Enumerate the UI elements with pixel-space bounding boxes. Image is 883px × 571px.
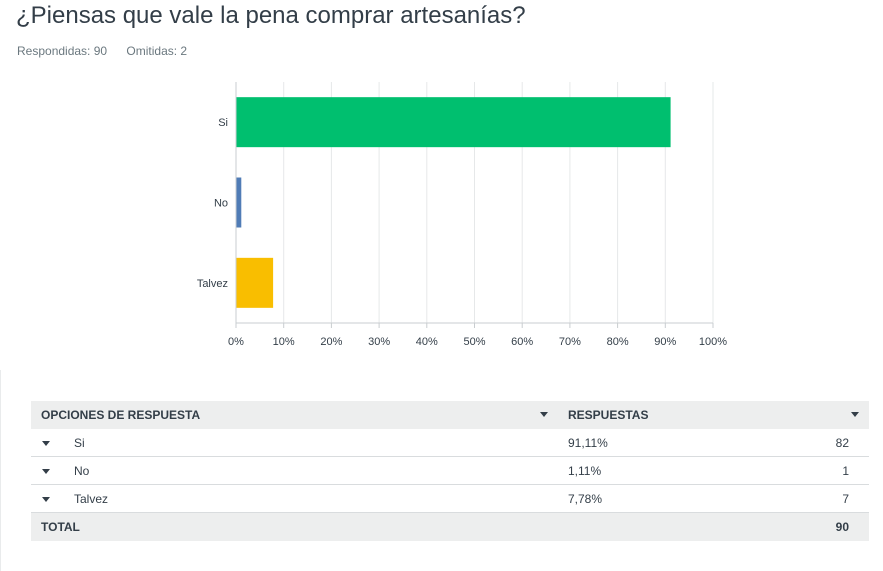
answered-count: Respondidas: 90	[17, 44, 108, 58]
chart-axis	[235, 82, 714, 328]
x-tick-label: 40%	[416, 336, 438, 348]
answer-percent: 7,78%	[558, 484, 745, 513]
answer-option: Talvez	[31, 484, 558, 513]
answer-percent: 1,11%	[558, 456, 745, 485]
response-stats: Respondidas: 90 Omitidas: 2	[17, 44, 203, 58]
chart-bars	[236, 97, 671, 308]
x-tick-label: 70%	[559, 336, 581, 348]
answer-count: 1	[744, 456, 869, 485]
answers-table: OPCIONES DE RESPUESTA RESPUESTAS Si 91,1…	[31, 401, 869, 541]
bar[interactable]	[236, 257, 274, 308]
skipped-count: Omitidas: 2	[126, 44, 188, 58]
x-tick-label: 90%	[654, 336, 676, 348]
x-tick-label: 50%	[463, 336, 485, 348]
x-tick-label: 80%	[607, 336, 629, 348]
section-divider	[0, 370, 1, 571]
x-tick-label: 100%	[699, 336, 727, 348]
x-tick-label: 30%	[368, 336, 390, 348]
bar-chart: 0% 10% 20% 30% 40% 50% 60% 70% 80% 90% 100% Si No Tal…	[197, 82, 727, 348]
responses-column-header[interactable]: RESPUESTAS	[558, 401, 869, 429]
total-count: 90	[744, 512, 869, 541]
table-row: Talvez 7,78% 7	[31, 484, 869, 513]
sort-caret-icon[interactable]	[540, 412, 548, 417]
question-title: ¿Piensas que vale la pena comprar artesa…	[16, 2, 526, 29]
x-tick-label: 60%	[511, 336, 533, 348]
bar[interactable]	[236, 97, 671, 148]
expand-caret-icon[interactable]	[42, 440, 50, 446]
category-label: Si	[218, 117, 228, 129]
answer-option: No	[31, 456, 558, 485]
answer-percent: 91,11%	[558, 429, 745, 457]
answer-count: 82	[744, 429, 869, 457]
answer-option: Si	[31, 429, 558, 457]
total-row: TOTAL 90	[31, 512, 869, 541]
answer-count: 7	[744, 484, 869, 513]
x-tick-label: 10%	[273, 336, 295, 348]
expand-caret-icon[interactable]	[42, 496, 50, 502]
chart-labels: 0% 10% 20% 30% 40% 50% 60% 70% 80% 90% 100% Si No Tal…	[197, 117, 727, 348]
bar[interactable]	[236, 177, 242, 228]
table-row: No 1,11% 1	[31, 456, 869, 485]
x-tick-label: 20%	[320, 336, 342, 348]
category-label: No	[214, 198, 228, 210]
sort-caret-icon[interactable]	[851, 412, 859, 417]
x-tick-label: 0%	[228, 336, 244, 348]
total-label: TOTAL	[31, 512, 745, 541]
expand-caret-icon[interactable]	[42, 468, 50, 474]
table-row: Si 91,11% 82	[31, 429, 869, 457]
options-column-header[interactable]: OPCIONES DE RESPUESTA	[31, 401, 558, 429]
category-label: Talvez	[197, 278, 228, 290]
